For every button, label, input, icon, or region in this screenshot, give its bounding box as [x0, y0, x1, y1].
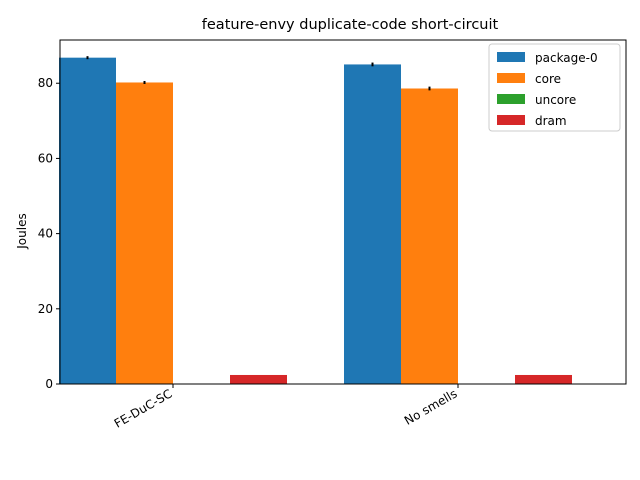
- y-tick-label: 0: [45, 377, 53, 391]
- chart-title: feature-envy duplicate-code short-circui…: [202, 17, 499, 33]
- y-tick-label: 40: [38, 227, 53, 241]
- x-tick-label: FE-DuC-SC: [112, 386, 175, 430]
- legend-label-dram: dram: [535, 114, 567, 128]
- bars-group: [59, 56, 572, 385]
- bar-core-1: [401, 88, 458, 385]
- plot-frame: [59, 39, 627, 385]
- legend-swatch-uncore: [497, 94, 525, 104]
- bar-core-0: [116, 82, 173, 384]
- y-tick-label: 80: [38, 76, 53, 90]
- bar-dram-1: [515, 374, 572, 384]
- legend-label-uncore: uncore: [535, 93, 576, 107]
- bar-package-0-0: [59, 57, 116, 384]
- y-tick-label: 60: [38, 151, 53, 165]
- legend-swatch-dram: [497, 115, 525, 125]
- legend-label-package-0: package-0: [535, 51, 598, 65]
- x-tick-label: No smells: [402, 386, 460, 427]
- bar-package-0-1: [344, 64, 401, 384]
- bar-dram-0: [230, 374, 287, 384]
- x-ticks-group: FE-DuC-SC No smells: [112, 384, 460, 431]
- y-tick-label: 20: [38, 302, 53, 316]
- legend-box: [488, 43, 621, 132]
- legend-swatch-core: [497, 73, 525, 83]
- y-ticks-group: 0 20 40 60 80: [38, 76, 60, 391]
- legend-label-core: core: [535, 72, 561, 86]
- legend: package-0 core uncore dram: [488, 43, 621, 132]
- legend-swatch-package-0: [497, 52, 525, 62]
- y-axis-label: Joules: [15, 213, 29, 249]
